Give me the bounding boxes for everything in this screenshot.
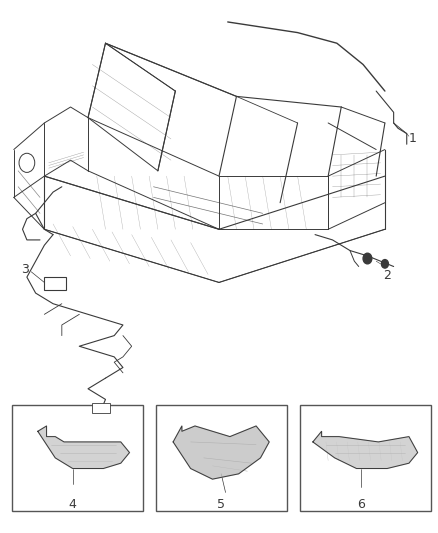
Text: 3: 3 <box>21 263 29 276</box>
Text: 2: 2 <box>383 269 391 282</box>
Polygon shape <box>313 431 418 469</box>
Bar <box>12 405 143 511</box>
Text: 1: 1 <box>409 132 417 146</box>
Polygon shape <box>173 426 269 479</box>
Bar <box>300 405 431 511</box>
Text: 4: 4 <box>69 498 77 511</box>
Circle shape <box>363 253 372 264</box>
Bar <box>155 405 287 511</box>
Text: 5: 5 <box>217 498 225 511</box>
Circle shape <box>381 260 389 268</box>
Bar <box>92 403 110 413</box>
Text: 6: 6 <box>357 498 365 511</box>
Bar <box>44 277 66 290</box>
Polygon shape <box>38 426 130 469</box>
